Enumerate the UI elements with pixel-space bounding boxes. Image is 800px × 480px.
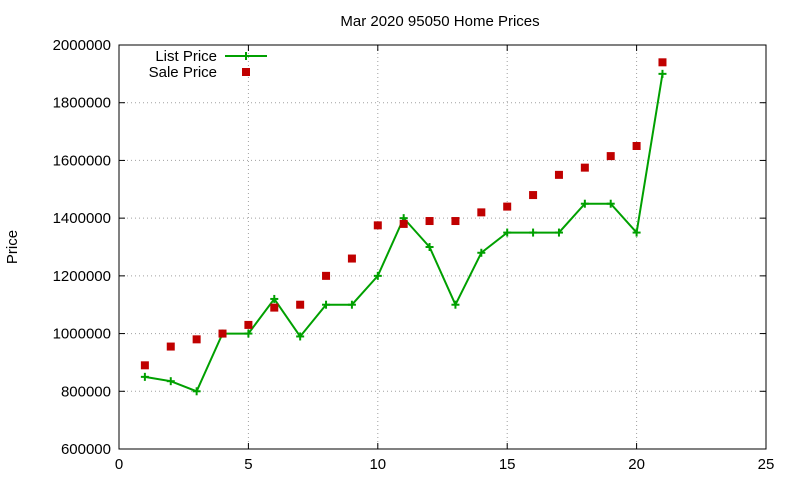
sale-price-point [658,58,667,67]
sale-price-point [218,329,227,338]
x-tick-label: 5 [244,456,252,473]
sale-price-point [140,361,149,370]
y-tick-label: 1800000 [53,95,111,112]
grid [119,45,766,449]
x-tick-label: 20 [628,456,645,473]
axis-ticks: 600000 800000 1000000 1200000 1400000 1600000… [53,37,775,473]
series-layer [140,58,667,396]
y-tick-label: 1000000 [53,326,111,343]
list-price-point [503,228,512,237]
sale-price-point [270,303,279,312]
list-price-point [192,387,201,396]
y-tick-label: 1400000 [53,210,111,227]
sale-price-point [192,335,201,344]
x-tick-label: 0 [115,456,123,473]
sale-price-point [166,342,175,351]
x-tick-label: 25 [758,456,775,473]
list-price-point [425,243,434,251]
sale-price-point [606,152,615,161]
sale-price-point [580,163,589,172]
list-price-line [144,73,664,393]
y-tick-label: 600000 [61,441,111,458]
list-price-point [244,329,253,338]
chart-title: Mar 2020 95050 Home Prices [340,13,539,30]
sale-price-point [529,191,538,200]
sale-price-point [477,208,486,217]
y-tick-label: 1200000 [53,268,111,285]
x-tick-label: 15 [499,456,516,473]
y-tick-label: 1600000 [53,152,111,169]
sale-price-point [322,271,331,280]
list-price-point [373,271,382,280]
list-price-point [166,377,175,386]
list-price-point [296,332,305,341]
list-price-point [554,228,563,237]
legend-label-list-price: List Price [155,48,217,65]
plot-frame [118,44,767,450]
sale-price-point [296,300,305,309]
list-price-point [658,69,667,78]
list-price-point [347,300,356,309]
list-price-point [606,199,615,208]
sale-price-point [632,142,641,150]
y-axis-label: Price [4,230,21,264]
sale-price-point [451,217,460,226]
x-tick-label: 10 [369,456,386,473]
legend-label-sale-price: Sale Price [149,64,217,81]
sale-price-point [399,219,408,228]
sale-price-point [373,221,382,230]
y-tick-label: 800000 [61,383,111,400]
sale-price-point [244,320,253,329]
legend-marker-list-price [242,52,250,60]
sale-price-point [347,254,356,263]
y-tick-label: 2000000 [53,37,111,54]
list-price-point [270,294,279,303]
list-price-point [529,228,538,237]
list-price-point [632,228,641,237]
list-price-point [451,300,460,309]
sale-price-point [503,202,512,211]
sale-price-point [425,217,434,226]
legend-swatch-sale-price [242,68,250,76]
sale-price-point [554,170,563,179]
list-price-point [322,300,331,309]
list-price-point [580,199,589,208]
list-price-point [477,248,486,257]
list-price-point [140,372,149,381]
